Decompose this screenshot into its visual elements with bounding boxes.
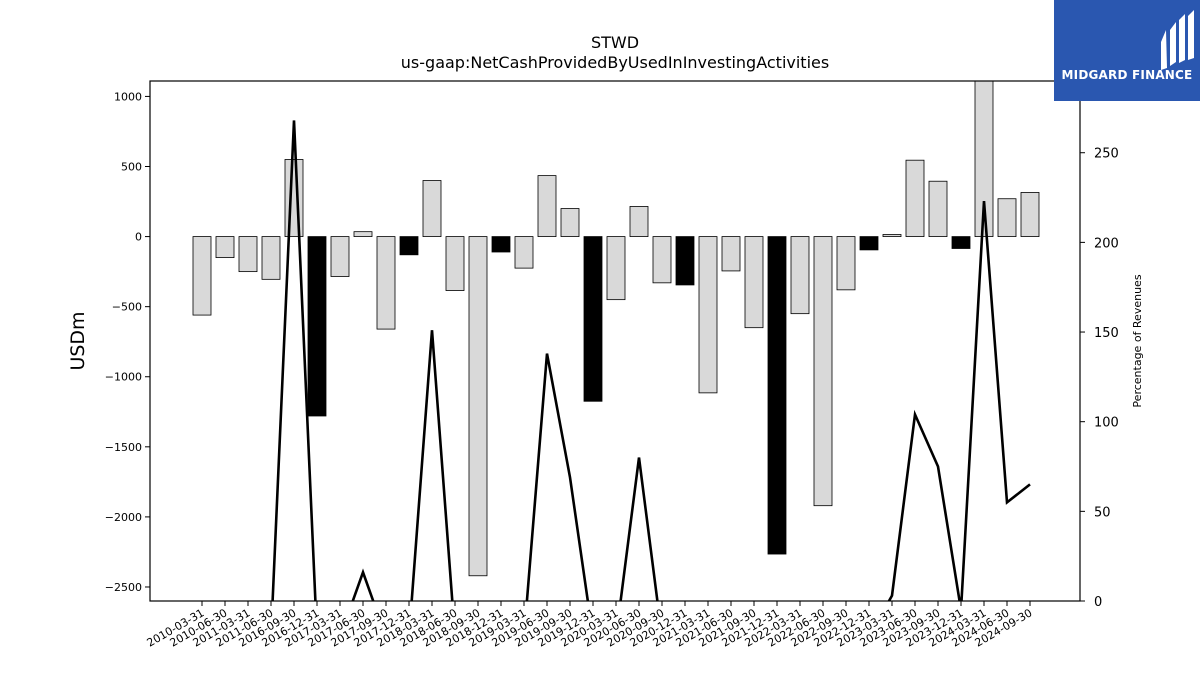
bar	[1020, 192, 1040, 237]
bar	[468, 236, 488, 577]
bar	[698, 236, 718, 394]
y-tick-label: −1000	[105, 371, 142, 384]
y-tick-label: −2500	[105, 581, 142, 594]
y2-tick-label: 0	[1094, 595, 1102, 610]
bar	[721, 236, 741, 272]
bar	[399, 236, 419, 256]
bar	[583, 236, 603, 402]
x-axis: 2010-03-312010-06-302011-03-312011-06-30…	[145, 601, 1035, 650]
left-y-axis: 1000 500 0 −500 −1000 −1500 −2000 −2500	[105, 90, 150, 594]
bar	[790, 236, 810, 315]
bar	[307, 236, 327, 417]
bar	[882, 234, 902, 237]
y2-tick-label: 50	[1094, 505, 1111, 520]
bar	[859, 236, 879, 251]
y-tick-label: 1000	[114, 90, 142, 103]
bar	[836, 236, 856, 291]
logo-mark-icon	[1161, 10, 1194, 70]
y-tick-label: −500	[112, 301, 142, 314]
y-axis-label: USDm	[67, 311, 89, 370]
bar	[422, 180, 442, 237]
bar	[192, 236, 212, 316]
bar	[261, 236, 281, 280]
bar	[238, 236, 258, 273]
bar	[744, 236, 764, 329]
right-y-axis: 0 50 100 150 200 250	[1080, 147, 1119, 610]
bar	[330, 236, 350, 277]
bar	[284, 159, 304, 237]
bar	[445, 236, 465, 291]
y2-tick-label: 250	[1094, 147, 1119, 162]
chart-subtitle: us-gaap:NetCashProvidedByUsedInInvesting…	[401, 53, 829, 72]
bar	[514, 236, 534, 269]
bar	[560, 208, 580, 237]
percentage-line	[271, 120, 1031, 601]
bar	[606, 236, 626, 301]
y2-tick-label: 200	[1094, 236, 1119, 251]
bar	[928, 180, 948, 237]
bar	[951, 236, 971, 249]
bar	[215, 236, 235, 259]
midgard-finance-logo: MIDGARD FINANCE	[1054, 0, 1200, 101]
bar	[537, 175, 557, 237]
bar	[629, 206, 649, 237]
bar	[997, 198, 1017, 237]
bar	[353, 231, 373, 237]
bar	[905, 159, 925, 237]
bars-group	[192, 81, 1040, 577]
bar	[813, 236, 833, 507]
bar	[652, 236, 672, 284]
y-tick-label: 0	[135, 231, 142, 244]
plot-frame	[149, 80, 1081, 602]
bar	[675, 236, 695, 286]
y2-tick-label: 150	[1094, 326, 1119, 341]
y2-axis-label: Percentage of Revenues	[1131, 274, 1144, 407]
bar	[974, 81, 994, 237]
y2-tick-label: 100	[1094, 416, 1119, 431]
y-tick-label: −1500	[105, 441, 142, 454]
bar	[767, 236, 787, 555]
bar	[491, 236, 511, 253]
y-tick-label: −2000	[105, 511, 142, 524]
logo-text: MIDGARD FINANCE	[1061, 68, 1193, 82]
chart-title: STWD	[591, 33, 639, 52]
bar	[376, 236, 396, 330]
y-tick-label: 500	[121, 160, 142, 173]
